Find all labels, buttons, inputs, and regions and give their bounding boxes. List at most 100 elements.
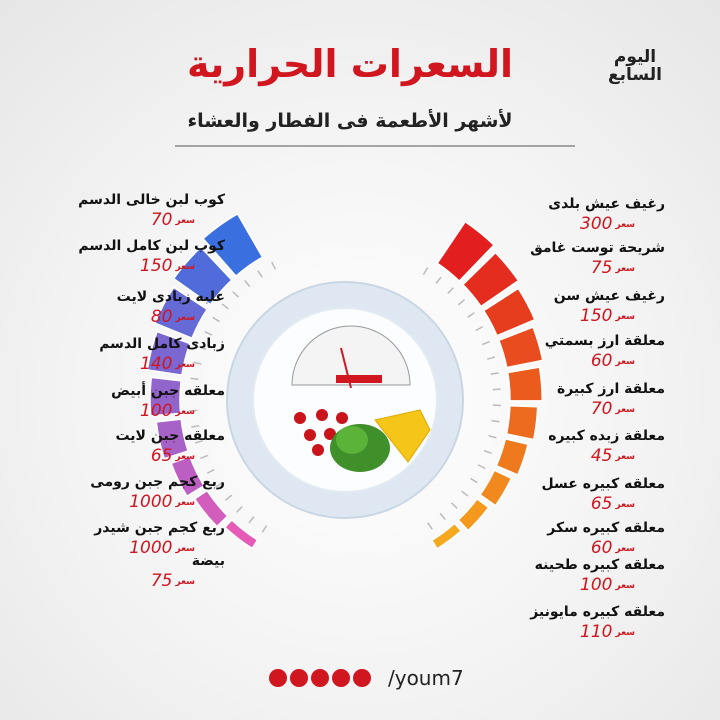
guide-tick: [189, 409, 198, 412]
guide-tick: [200, 454, 209, 460]
calorie-value: سعر140: [99, 354, 195, 374]
food-item: معلقه جبن لايت سعر65: [115, 428, 225, 466]
calorie-number: 1000: [129, 492, 173, 512]
calorie-number: 65: [590, 494, 613, 514]
arc-segment: [482, 287, 536, 337]
guide-tick: [236, 505, 243, 513]
guide-tick: [215, 482, 223, 488]
guide-tick: [427, 522, 433, 530]
food-item: شريحة توست غامق سعر75: [530, 240, 665, 278]
guide-tick: [191, 424, 200, 428]
calorie-value: سعر75: [151, 571, 195, 591]
guide-tick: [492, 388, 501, 391]
food-item: رغيف عيش بلدى سعر300: [548, 196, 665, 234]
guide-tick: [261, 525, 268, 533]
guide-tick: [435, 276, 442, 284]
guide-tick: [257, 270, 263, 278]
guide-tick: [221, 303, 229, 310]
calorie-value: سعر60: [547, 538, 635, 558]
arc-segment: [201, 212, 264, 278]
food-name: رغيف عيش سن: [553, 288, 665, 304]
food-name: علبه زبادى لايت: [116, 289, 225, 305]
calorie-unit: سعر: [175, 543, 195, 554]
calorie-unit: سعر: [175, 451, 195, 462]
food-item: معلقه جبن أبيض سعر100: [111, 383, 225, 421]
guide-tick: [206, 468, 215, 474]
food-name: كوب لبن كامل الدسم: [78, 238, 225, 254]
guide-tick: [190, 377, 199, 381]
guide-tick: [467, 312, 475, 318]
calorie-value: سعر60: [545, 351, 635, 371]
food-item: معلقة ارز كبيرة سعر70: [557, 381, 665, 419]
food-item: معلقه كبيره طحينه سعر100: [535, 557, 665, 595]
food-name: معلقه كبيره عسل: [541, 476, 665, 492]
guide-tick: [271, 261, 277, 270]
calorie-unit: سعر: [615, 451, 635, 462]
calorie-unit: سعر: [615, 311, 635, 322]
calorie-value: سعر1000: [94, 538, 195, 558]
calorie-value: سعر100: [111, 401, 195, 421]
arc-segment: [193, 489, 229, 528]
food-name: معلقة ارز بسمتي: [544, 333, 665, 349]
arc-segment: [506, 366, 543, 402]
calorie-number: 110: [580, 622, 613, 642]
food-name: معلقه جبن لايت: [115, 428, 225, 444]
calorie-number: 100: [580, 575, 613, 595]
calorie-unit: سعر: [175, 261, 195, 272]
food-item: معلقة ارز بسمتي سعر60: [545, 333, 665, 371]
calorie-value: سعر150: [78, 256, 195, 276]
food-name: رغيف عيش بلدى: [548, 196, 665, 212]
guide-tick: [488, 435, 497, 439]
guide-tick: [248, 516, 255, 524]
calorie-value: سعر80: [117, 307, 195, 327]
calorie-unit: سعر: [615, 543, 635, 554]
guide-tick: [244, 280, 251, 288]
arc-segment: [457, 497, 490, 532]
calorie-unit: سعر: [615, 580, 635, 591]
calorie-value: سعر45: [548, 446, 635, 466]
food-name: زبادى كامل الدسم: [99, 336, 225, 352]
calorie-unit: سعر: [615, 499, 635, 510]
logo: اليوم السابع: [608, 47, 662, 85]
guide-tick: [461, 490, 469, 497]
calorie-number: 75: [150, 571, 173, 591]
food-item: ربع كجم جبن رومى سعر1000: [90, 474, 225, 512]
food-name: كوب لبن خالى الدسم: [78, 192, 225, 208]
food-item: رغيف عيش سن سعر150: [554, 288, 665, 326]
guide-tick: [194, 440, 203, 444]
calorie-number: 150: [580, 306, 613, 326]
guide-tick: [212, 316, 220, 323]
arc-segment: [223, 518, 259, 550]
guide-tick: [225, 494, 233, 501]
calorie-value: سعر1000: [90, 492, 195, 512]
arc-segment: [461, 251, 520, 308]
calorie-unit: سعر: [175, 215, 195, 226]
calorie-unit: سعر: [615, 263, 635, 274]
arc-segment: [149, 376, 182, 417]
food-item: معلقة زبده كبيره سعر45: [548, 428, 665, 466]
guide-tick: [198, 345, 207, 351]
calorie-unit: سعر: [175, 312, 195, 323]
food-name: شريحة توست غامق: [530, 240, 665, 256]
calorie-number: 100: [140, 401, 173, 421]
arc-segment: [479, 469, 513, 507]
guide-tick: [490, 372, 499, 376]
plate: [226, 281, 464, 519]
calorie-number: 70: [150, 210, 173, 230]
arc-segment: [153, 286, 209, 340]
calorie-unit: سعر: [175, 406, 195, 417]
food-name: ربع كجم جبن شيدر: [94, 520, 225, 536]
guide-tick: [439, 512, 446, 520]
guide-tick: [481, 340, 490, 346]
calorie-value: سعر65: [542, 494, 635, 514]
calorie-value: سعر150: [554, 306, 635, 326]
food-item: زبادى كامل الدسم سعر140: [99, 336, 225, 374]
guide-tick: [447, 287, 454, 295]
social-handle: /youm7: [388, 666, 464, 690]
calorie-value: سعر65: [115, 446, 195, 466]
calorie-number: 75: [590, 258, 613, 278]
subtitle: لأشهر الأطعمة فى الفطار والعشاء: [187, 110, 513, 132]
food-item: كوب لبن كامل الدسم سعر150: [78, 238, 225, 276]
